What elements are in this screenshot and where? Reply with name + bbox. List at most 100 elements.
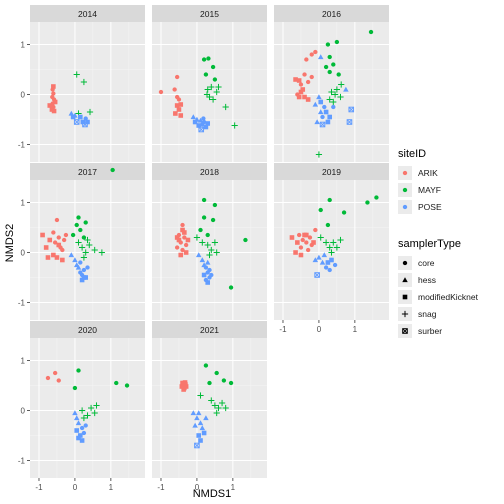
point-pose-hess: [199, 425, 206, 431]
point-mayf-snag: [208, 397, 215, 404]
point-arik-modifiedkicknet: [305, 97, 311, 102]
point-pose-modifiedkicknet: [76, 435, 81, 441]
point-pose-core: [332, 262, 338, 268]
point-pose-core: [322, 104, 327, 110]
point-pose-hess: [192, 422, 198, 428]
point-mayf-snag: [79, 407, 86, 414]
legend-marker: [402, 204, 408, 209]
x-tick-label: 0: [73, 483, 78, 492]
point-mayf-core: [114, 380, 119, 386]
point-arik-modifiedkicknet: [178, 252, 184, 258]
point-mayf-core: [210, 64, 216, 70]
point-mayf-snag: [91, 409, 98, 417]
legend-marker: [402, 260, 408, 265]
x-tick-label: 1: [109, 483, 114, 492]
point-pose-modifiedkicknet: [81, 275, 87, 280]
legend-item-core: core: [398, 254, 504, 271]
legend-siteid-title: siteID: [398, 148, 427, 160]
point-arik-core: [52, 240, 58, 245]
legend-item-surber: surber: [398, 322, 504, 339]
point-mayf-snag: [333, 86, 340, 93]
point-mayf-snag: [206, 251, 213, 259]
point-arik-modifiedkicknet: [182, 380, 188, 385]
legend-key: [398, 199, 412, 214]
legend-key: [398, 323, 412, 338]
point-arik-core: [54, 217, 60, 223]
panel-2017: 2017 -1 0 1: [18, 163, 145, 320]
point-pose-hess: [75, 264, 82, 270]
point-mayf-core: [83, 220, 88, 225]
legend-marker: [401, 310, 409, 317]
point-pose-surber: [314, 272, 320, 278]
point-mayf-snag: [328, 88, 335, 96]
point-arik-modifiedkicknet: [298, 89, 304, 95]
x-tick-label: -1: [35, 483, 43, 492]
facet-strip: [152, 321, 267, 338]
point-pose-hess: [316, 94, 322, 100]
point-mayf-core: [374, 195, 379, 200]
point-arik-core: [56, 235, 61, 240]
panel-2019: 2019 -1 0 1: [274, 163, 389, 334]
point-mayf-core: [203, 72, 209, 77]
legend-label: core: [418, 257, 435, 268]
point-pose-modifiedkicknet: [323, 109, 329, 115]
point-mayf-snag: [80, 78, 88, 86]
facet-strip: [30, 321, 145, 338]
point-mayf-snag: [326, 244, 333, 251]
legend-label: MAYF: [418, 184, 441, 195]
point-pose-core: [83, 116, 88, 121]
point-mayf-core: [72, 385, 78, 391]
point-pose-hess: [195, 410, 202, 416]
point-mayf-snag: [84, 412, 91, 419]
point-mayf-core: [243, 237, 248, 243]
facet-strip: [274, 163, 389, 180]
point-mayf-snag: [215, 83, 222, 91]
facet-label: 2014: [78, 9, 97, 19]
point-arik-modifiedkicknet: [174, 235, 180, 240]
point-arik-modifiedkicknet: [183, 384, 189, 389]
legend-marker: [402, 294, 408, 299]
point-pose-hess: [75, 420, 82, 426]
point-mayf-snag: [193, 234, 201, 241]
panel-background: [30, 338, 145, 478]
point-arik-core: [56, 378, 61, 383]
point-mayf-core: [78, 227, 83, 233]
point-arik-core: [172, 87, 177, 92]
point-arik-core: [296, 232, 302, 238]
x-tick-label: 0: [317, 325, 322, 334]
point-mayf-snag: [326, 96, 333, 103]
point-pose-modifiedkicknet: [198, 438, 203, 443]
point-pose-hess: [343, 86, 349, 92]
legend-samplertype: samplerType core hess modifiedKicknet snag s…: [398, 238, 504, 339]
legend-label: snag: [418, 308, 437, 319]
point-arik-core: [63, 232, 69, 238]
panel-background: [152, 22, 267, 162]
point-arik-core: [309, 74, 314, 80]
point-mayf-core: [212, 202, 218, 208]
point-arik-modifiedkicknet: [178, 102, 184, 107]
point-pose-hess: [316, 254, 322, 260]
point-pose-surber: [198, 126, 205, 133]
point-arik-modifiedkicknet: [183, 250, 189, 255]
point-mayf-core: [327, 69, 332, 75]
legend-marker: [402, 327, 408, 334]
y-tick-label: 1: [21, 199, 26, 208]
point-pose-modifiedkicknet: [325, 119, 331, 125]
x-tick-label: 1: [231, 483, 236, 492]
panel-2018: 2018: [152, 163, 267, 320]
point-arik-modifiedkicknet: [45, 255, 51, 260]
point-arik-modifiedkicknet: [173, 111, 178, 116]
legend-marker: [402, 170, 408, 175]
point-arik-modifiedkicknet: [176, 237, 182, 243]
legend-item-hess: hess: [398, 271, 504, 288]
point-arik-core: [300, 237, 305, 243]
point-pose-modifiedkicknet: [196, 123, 202, 128]
point-mayf-core: [201, 215, 207, 220]
point-pose-hess: [73, 415, 80, 421]
point-mayf-snag: [82, 249, 89, 256]
point-mayf-snag: [333, 244, 340, 251]
point-pose-modifiedkicknet: [74, 428, 80, 433]
point-pose-hess: [190, 114, 197, 120]
point-pose-hess: [72, 257, 78, 263]
point-mayf-snag: [79, 244, 86, 251]
